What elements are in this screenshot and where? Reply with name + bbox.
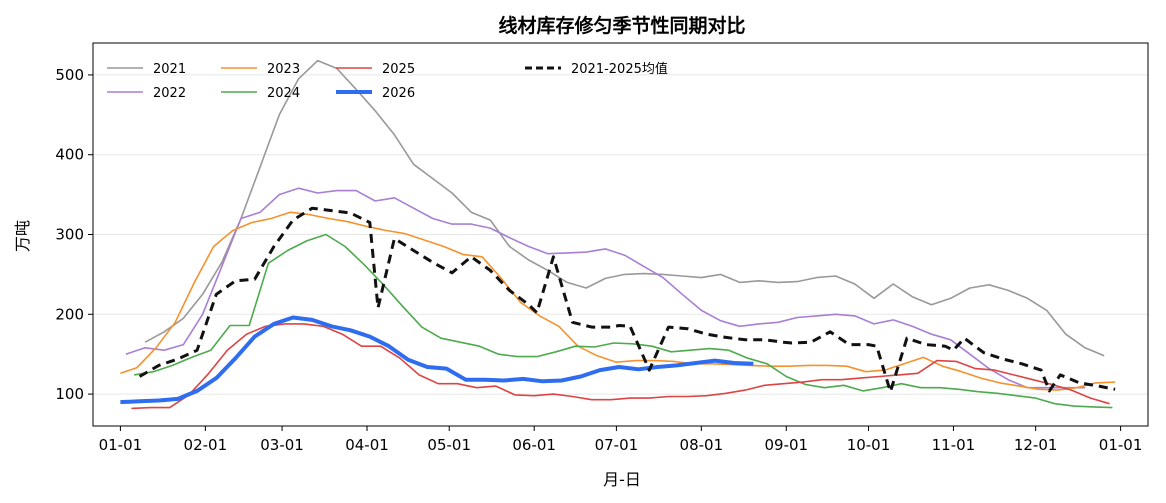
series-line-2021 <box>144 59 1105 357</box>
legend-label: 2026 <box>382 86 415 101</box>
x-tick-label: 05-01 <box>427 436 471 454</box>
x-tick-label: 06-01 <box>512 436 556 454</box>
y-axis: 100 200 300 400 500 <box>55 66 93 403</box>
legend-label: 2021-2025均值 <box>571 61 668 77</box>
x-tick-label: 01-01 <box>99 436 143 454</box>
legend: 2021 2022 2023 2024 2025 2026 2021-2025均值 <box>107 61 668 101</box>
series-line-2026 <box>120 315 754 405</box>
y-tick-label: 300 <box>55 226 84 244</box>
series-lines <box>120 59 1116 410</box>
legend-label: 2022 <box>153 86 186 101</box>
series-line-2023 <box>120 211 1116 391</box>
y-axis-label: 万吨 <box>13 220 32 252</box>
x-tick-label: 07-01 <box>595 436 639 454</box>
x-axis-label: 月-日 <box>603 470 641 489</box>
y-tick-label: 200 <box>55 305 84 323</box>
y-tick-label: 100 <box>55 385 84 403</box>
y-tick-label: 400 <box>55 146 84 164</box>
legend-label: 2024 <box>267 86 300 101</box>
x-tick-label: 01-01 <box>1099 436 1143 454</box>
x-tick-label: 04-01 <box>345 436 389 454</box>
x-tick-label: 09-01 <box>764 436 808 454</box>
legend-label: 2023 <box>267 62 300 77</box>
y-tick-label: 500 <box>55 66 84 84</box>
x-tick-label: 08-01 <box>680 436 724 454</box>
x-tick-label: 11-01 <box>932 436 976 454</box>
y-gridlines <box>93 74 1148 395</box>
x-tick-label: 10-01 <box>847 436 891 454</box>
x-tick-label: 03-01 <box>260 436 304 454</box>
x-tick-label: 12-01 <box>1014 436 1058 454</box>
x-tick-label: 02-01 <box>184 436 228 454</box>
x-axis: 01-01 02-01 03-01 04-01 05-01 06-01 07-01 08-01… <box>99 426 1143 454</box>
series-line-2021-2025均值 <box>138 206 1116 394</box>
legend-label: 2025 <box>382 62 415 77</box>
legend-label: 2021 <box>153 62 186 77</box>
series-line-2024 <box>133 233 1113 409</box>
chart-title: 线材库存修匀季节性同期对比 <box>498 14 745 37</box>
series-line-2025 <box>131 323 1110 410</box>
series-line-2022 <box>125 187 1085 389</box>
